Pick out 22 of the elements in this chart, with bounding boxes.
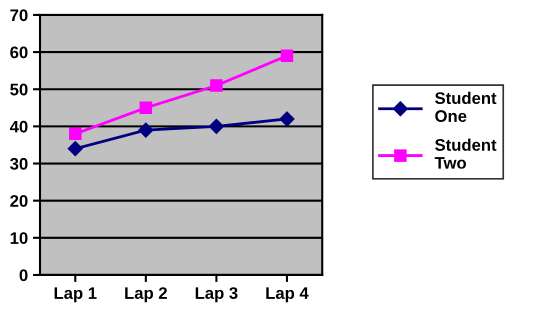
x-tick-label: Lap 2 [125, 287, 167, 302]
legend-label: Student One [435, 92, 496, 122]
x-tick-label: Lap 3 [196, 287, 238, 302]
y-tick-label: 60 [10, 46, 28, 58]
point [280, 50, 294, 62]
y-tick-label: 70 [10, 9, 28, 22]
y-tick-label: 50 [10, 84, 28, 96]
point [69, 128, 82, 140]
y-tick-label: 30 [10, 158, 28, 170]
point [68, 141, 83, 156]
x-tick-label: Lap 4 [266, 287, 309, 302]
y-tick-label: 0 [20, 269, 28, 282]
x-tick-label: Lap 1 [54, 287, 97, 302]
y-tick-label: 10 [10, 232, 28, 244]
point [138, 122, 154, 138]
point [210, 79, 223, 92]
legend-label: Student Two [434, 138, 496, 169]
point [208, 118, 224, 134]
point [279, 111, 295, 127]
y-tick-label: 40 [10, 120, 28, 133]
y-tick-label: 20 [10, 195, 28, 207]
point [140, 102, 152, 114]
